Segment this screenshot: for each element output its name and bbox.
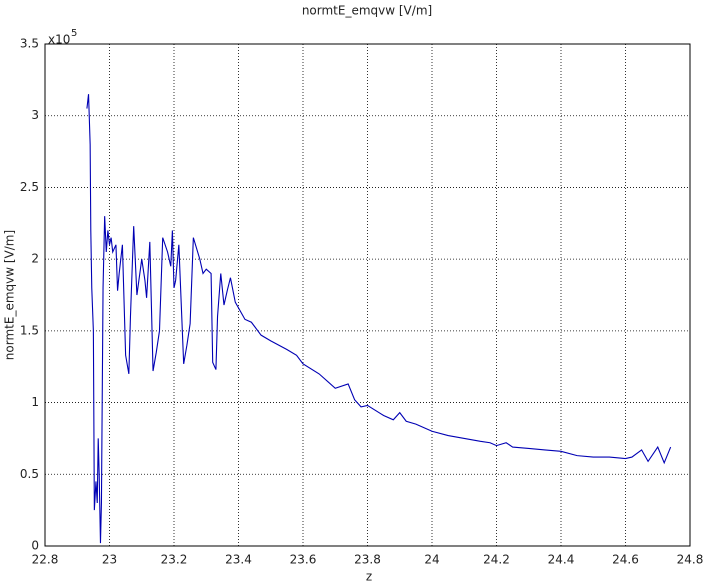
x-tick-label: 24.4: [548, 553, 575, 567]
x-tick-label: 23: [102, 553, 117, 567]
y-tick-label: 0.5: [20, 467, 39, 481]
chart-title: normtE_emqvw [V/m]: [302, 4, 432, 18]
y-tick-label: 2: [31, 252, 39, 266]
x-tick-label: 22.8: [32, 553, 59, 567]
y-tick-label: 1: [31, 395, 39, 409]
x-tick-label: 23.2: [161, 553, 188, 567]
x-tick-label: 23.6: [290, 553, 317, 567]
data-line: [86, 94, 672, 544]
y-multiplier: x10: [48, 33, 70, 47]
y-tick-label: 3.5: [20, 37, 39, 51]
y-tick-label: 0: [31, 539, 39, 553]
x-tick-label: 24: [424, 553, 439, 567]
x-tick-label: 23.4: [225, 553, 252, 567]
y-tick-label: 3: [31, 108, 39, 122]
y-exponent: 5: [71, 28, 77, 39]
x-tick-label: 24.6: [612, 553, 639, 567]
x-tick-label: 24.8: [677, 553, 704, 567]
plot-frame: [44, 43, 691, 547]
x-tick-label: 24.2: [483, 553, 510, 567]
y-tick-label: 1.5: [20, 323, 39, 337]
x-tick-label: 23.8: [354, 553, 381, 567]
x-axis-label: z: [366, 570, 372, 584]
y-axis-label: normtE_emqvw [V/m]: [3, 230, 17, 360]
y-tick-label: 2.5: [20, 180, 39, 194]
